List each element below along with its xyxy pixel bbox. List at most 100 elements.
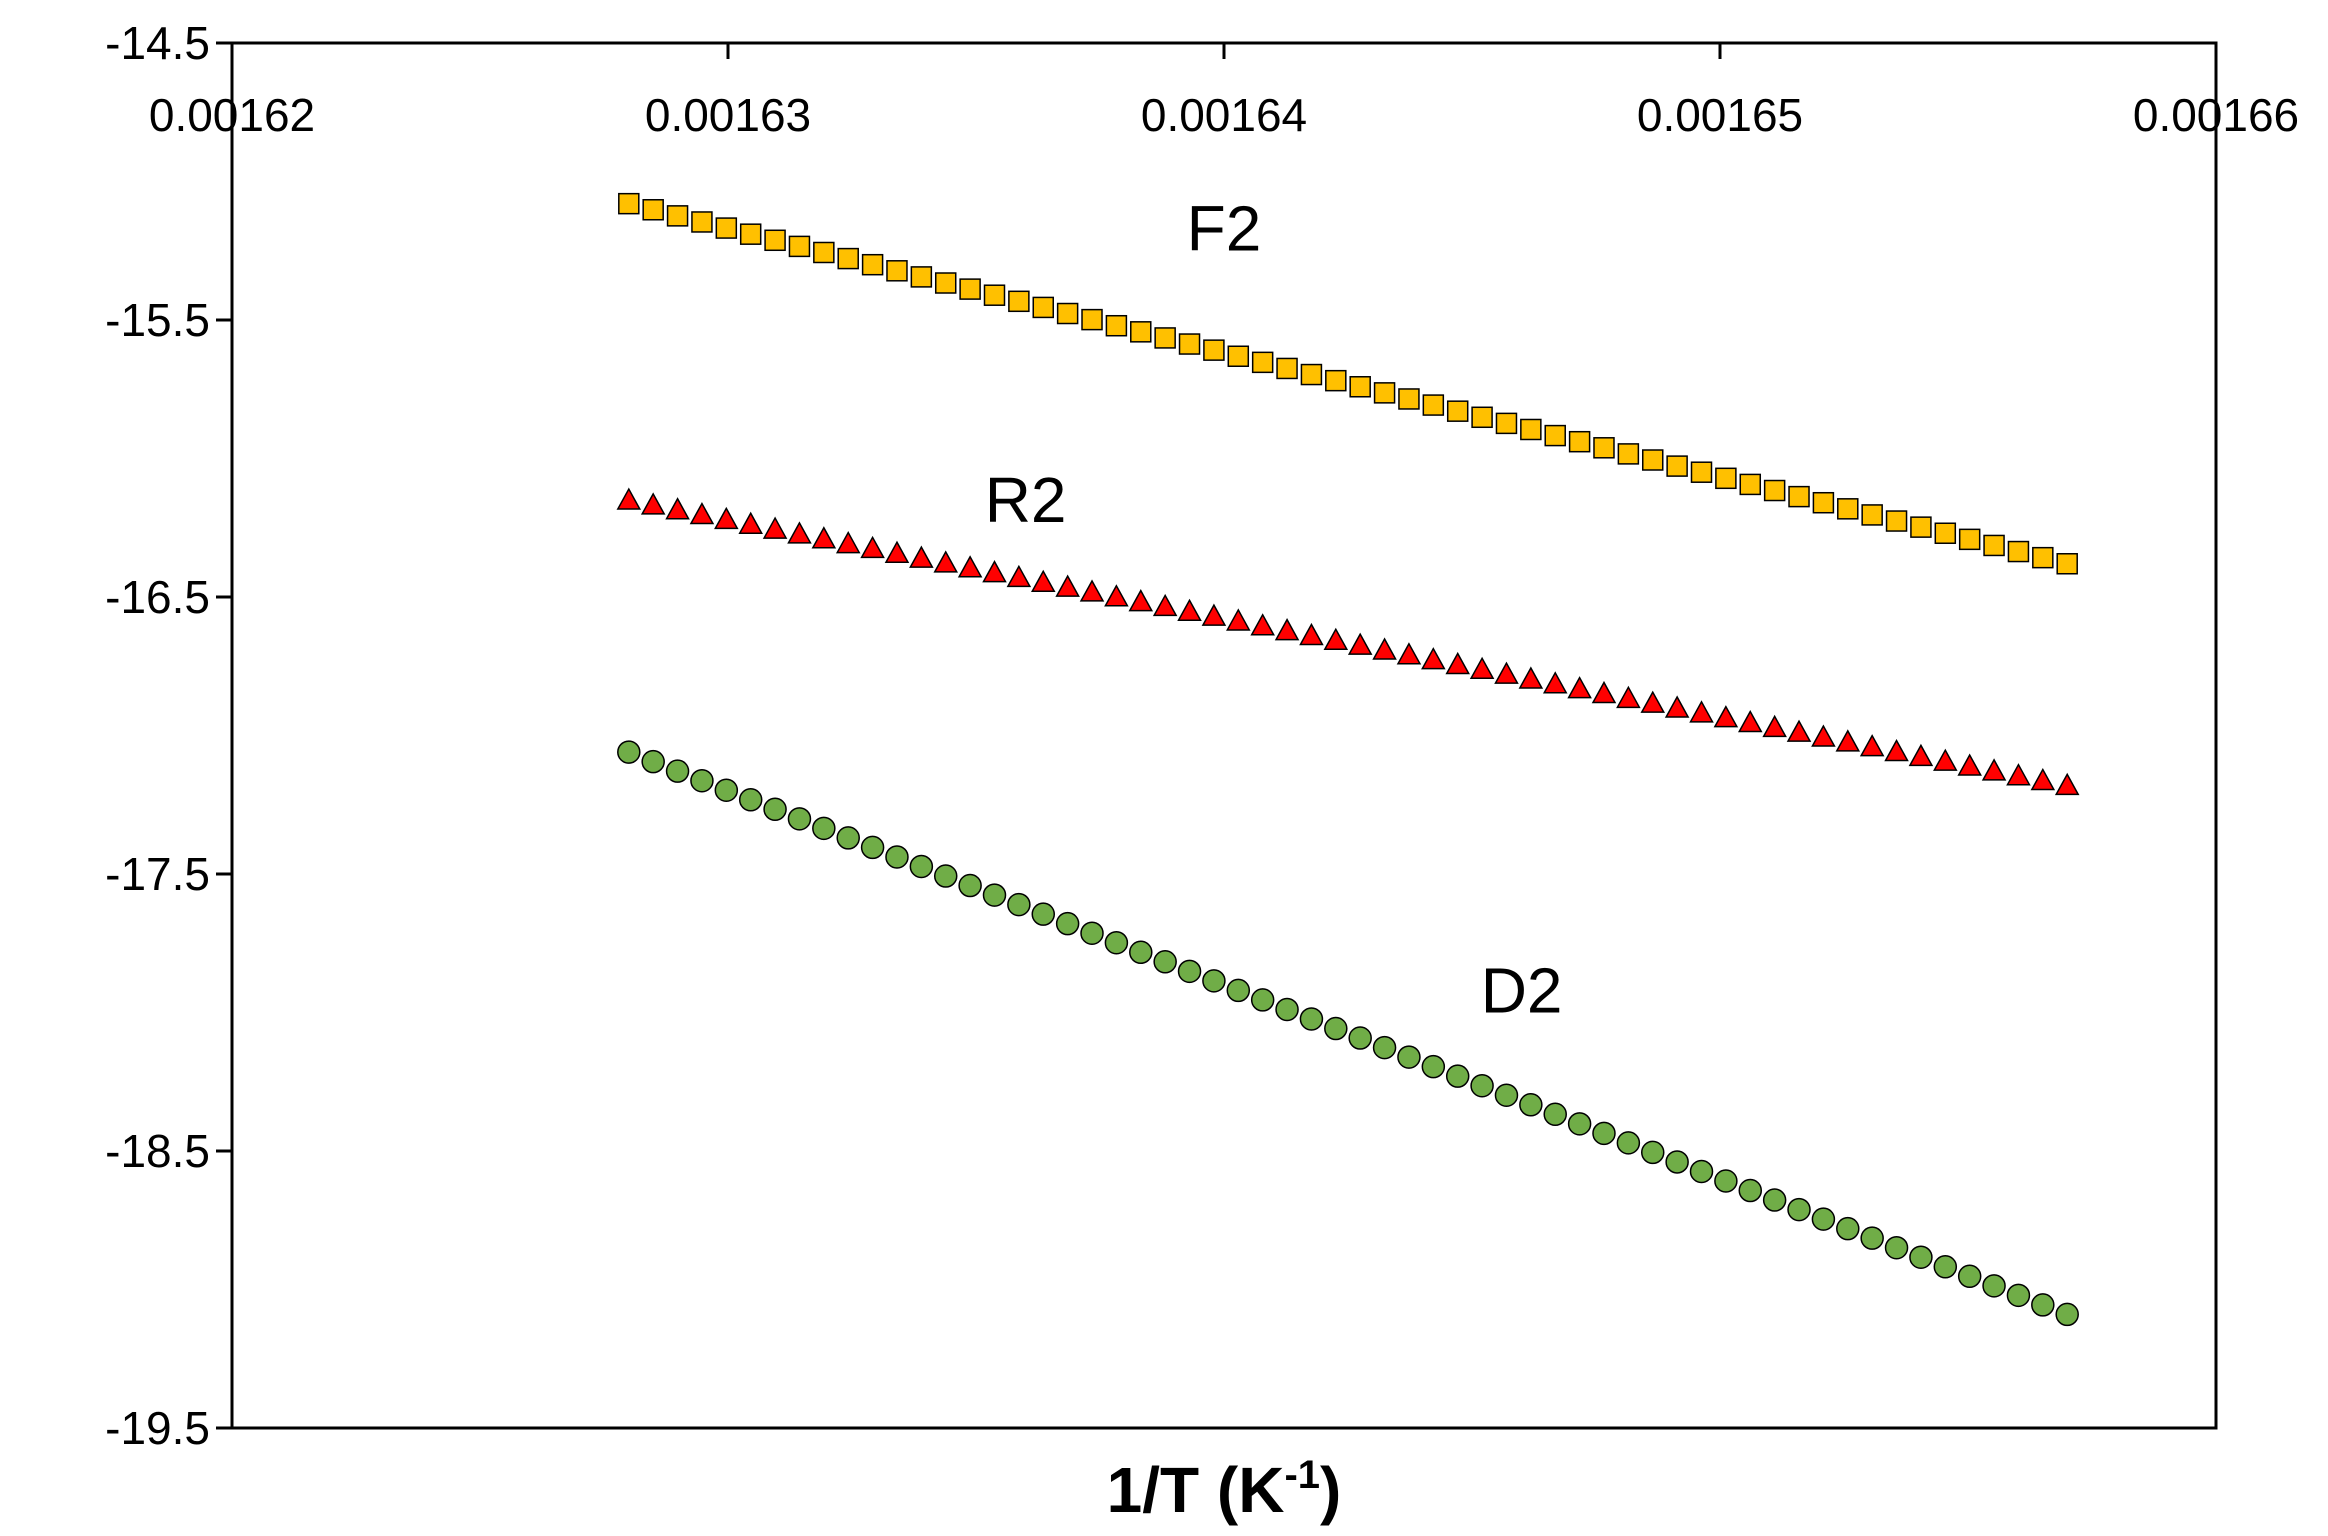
data-point-r2 [1762, 714, 1787, 738]
series-label-r2: R2 [985, 464, 1067, 536]
data-point-f2 [1568, 430, 1591, 453]
data-point-d2 [1129, 940, 1153, 965]
data-point-d2 [1738, 1178, 1763, 1203]
y-tick-label: -14.5 [105, 17, 210, 69]
data-point-d2 [1153, 950, 1177, 974]
data-point-r2 [1689, 700, 1714, 723]
data-point-r2 [1128, 589, 1154, 612]
data-point-d2 [763, 797, 787, 822]
data-point-d2 [1055, 911, 1080, 936]
data-point-r2 [1372, 637, 1397, 660]
y-axis-ticks: -14.5 -15.5 -16.5 -17.5 -18.5 -19.5 [105, 17, 232, 1454]
data-point-f2 [1325, 369, 1347, 392]
data-point-d2 [1982, 1274, 2006, 1298]
data-point-r2 [1811, 724, 1836, 747]
data-point-r2 [1177, 598, 1202, 622]
data-point-d2 [885, 845, 909, 869]
data-point-d2 [1226, 978, 1251, 1003]
data-point-f2 [1861, 504, 1883, 526]
data-point-d2 [1665, 1150, 1689, 1174]
series-label-f2: F2 [1187, 193, 1262, 265]
data-point-f2 [1154, 327, 1176, 349]
data-point-r2 [835, 531, 861, 554]
data-point-d2 [1275, 997, 1299, 1022]
data-point-d2 [1836, 1216, 1860, 1241]
data-point-d2 [714, 778, 739, 802]
data-point-r2 [1616, 685, 1641, 709]
data-point-f2 [1544, 424, 1566, 447]
data-point-f2 [1763, 479, 1786, 502]
data-point-f2 [1666, 455, 1688, 477]
y-tick-label: -17.5 [105, 848, 210, 900]
data-point-r2 [738, 511, 763, 534]
data-point-r2 [1030, 569, 1056, 593]
data-point-f2 [715, 217, 738, 239]
data-point-d2 [1933, 1255, 1958, 1279]
data-point-d2 [738, 788, 763, 812]
data-point-d2 [1689, 1159, 1714, 1184]
series-label-d2: D2 [1481, 954, 1563, 1026]
x-tick-label: 0.00164 [1141, 89, 1307, 141]
data-point-d2 [1031, 902, 1056, 926]
data-point-f2 [959, 278, 981, 300]
data-point-f2 [1739, 473, 1762, 496]
x-tick-label: 0.00163 [645, 89, 811, 141]
data-point-f2 [2032, 546, 2054, 569]
data-point-r2 [2030, 767, 2056, 791]
data-point-f2 [1008, 290, 1030, 313]
data-point-d2 [1445, 1064, 1470, 1088]
data-point-d2 [1714, 1169, 1738, 1193]
data-point-f2 [1203, 339, 1225, 361]
data-point-r2 [982, 560, 1007, 583]
data-point-r2 [811, 526, 837, 549]
data-point-r2 [616, 487, 642, 510]
data-point-r2 [1469, 656, 1495, 680]
series-layer [616, 192, 2080, 1327]
data-point-f2 [788, 235, 811, 258]
data-point-r2 [1518, 666, 1544, 689]
data-point-r2 [1713, 705, 1739, 728]
data-point-d2 [1080, 921, 1104, 945]
plot-area [230, 41, 2218, 1430]
data-point-d2 [982, 883, 1007, 907]
data-point-f2 [1300, 363, 1323, 386]
data-point-d2 [1348, 1026, 1372, 1050]
data-point-d2 [787, 807, 812, 831]
data-point-f2 [1130, 321, 1152, 343]
data-point-f2 [813, 241, 835, 264]
data-point-r2 [1274, 618, 1300, 641]
data-point-d2 [909, 854, 934, 879]
data-point-r2 [933, 550, 959, 573]
data-point-f2 [1958, 528, 1981, 551]
data-point-f2 [1398, 388, 1420, 410]
data-point-d2 [1494, 1083, 1519, 1107]
series-d2 [617, 740, 2079, 1327]
data-point-d2 [1421, 1054, 1446, 1079]
data-point-r2 [1981, 758, 2007, 781]
data-point-d2 [2055, 1302, 2079, 1327]
data-point-f2 [764, 229, 786, 252]
x-tick-label: 0.00162 [149, 89, 315, 141]
data-point-d2 [1543, 1102, 1567, 1127]
data-point-f2 [1593, 437, 1615, 459]
data-point-r2 [1347, 632, 1373, 655]
data-point-d2 [1616, 1131, 1641, 1155]
data-point-d2 [1787, 1197, 1811, 1222]
data-point-d2 [1592, 1121, 1616, 1146]
data-point-d2 [1957, 1264, 1982, 1289]
data-point-f2 [1788, 485, 1810, 508]
data-point-f2 [861, 253, 884, 276]
data-point-r2 [1640, 690, 1666, 713]
data-point-f2 [2056, 553, 2078, 575]
data-point-r2 [1152, 593, 1178, 617]
data-point-f2 [1641, 449, 1664, 471]
data-point-f2 [886, 260, 908, 282]
data-point-f2 [1081, 308, 1103, 331]
x-axis-title: 1/T (K-1) [1107, 1453, 1342, 1526]
data-point-d2 [1860, 1226, 1884, 1250]
data-point-d2 [1640, 1140, 1665, 1165]
series-r2 [616, 487, 2080, 796]
data-point-d2 [1567, 1112, 1592, 1136]
data-point-d2 [665, 759, 690, 783]
data-point-d2 [1299, 1007, 1324, 1031]
